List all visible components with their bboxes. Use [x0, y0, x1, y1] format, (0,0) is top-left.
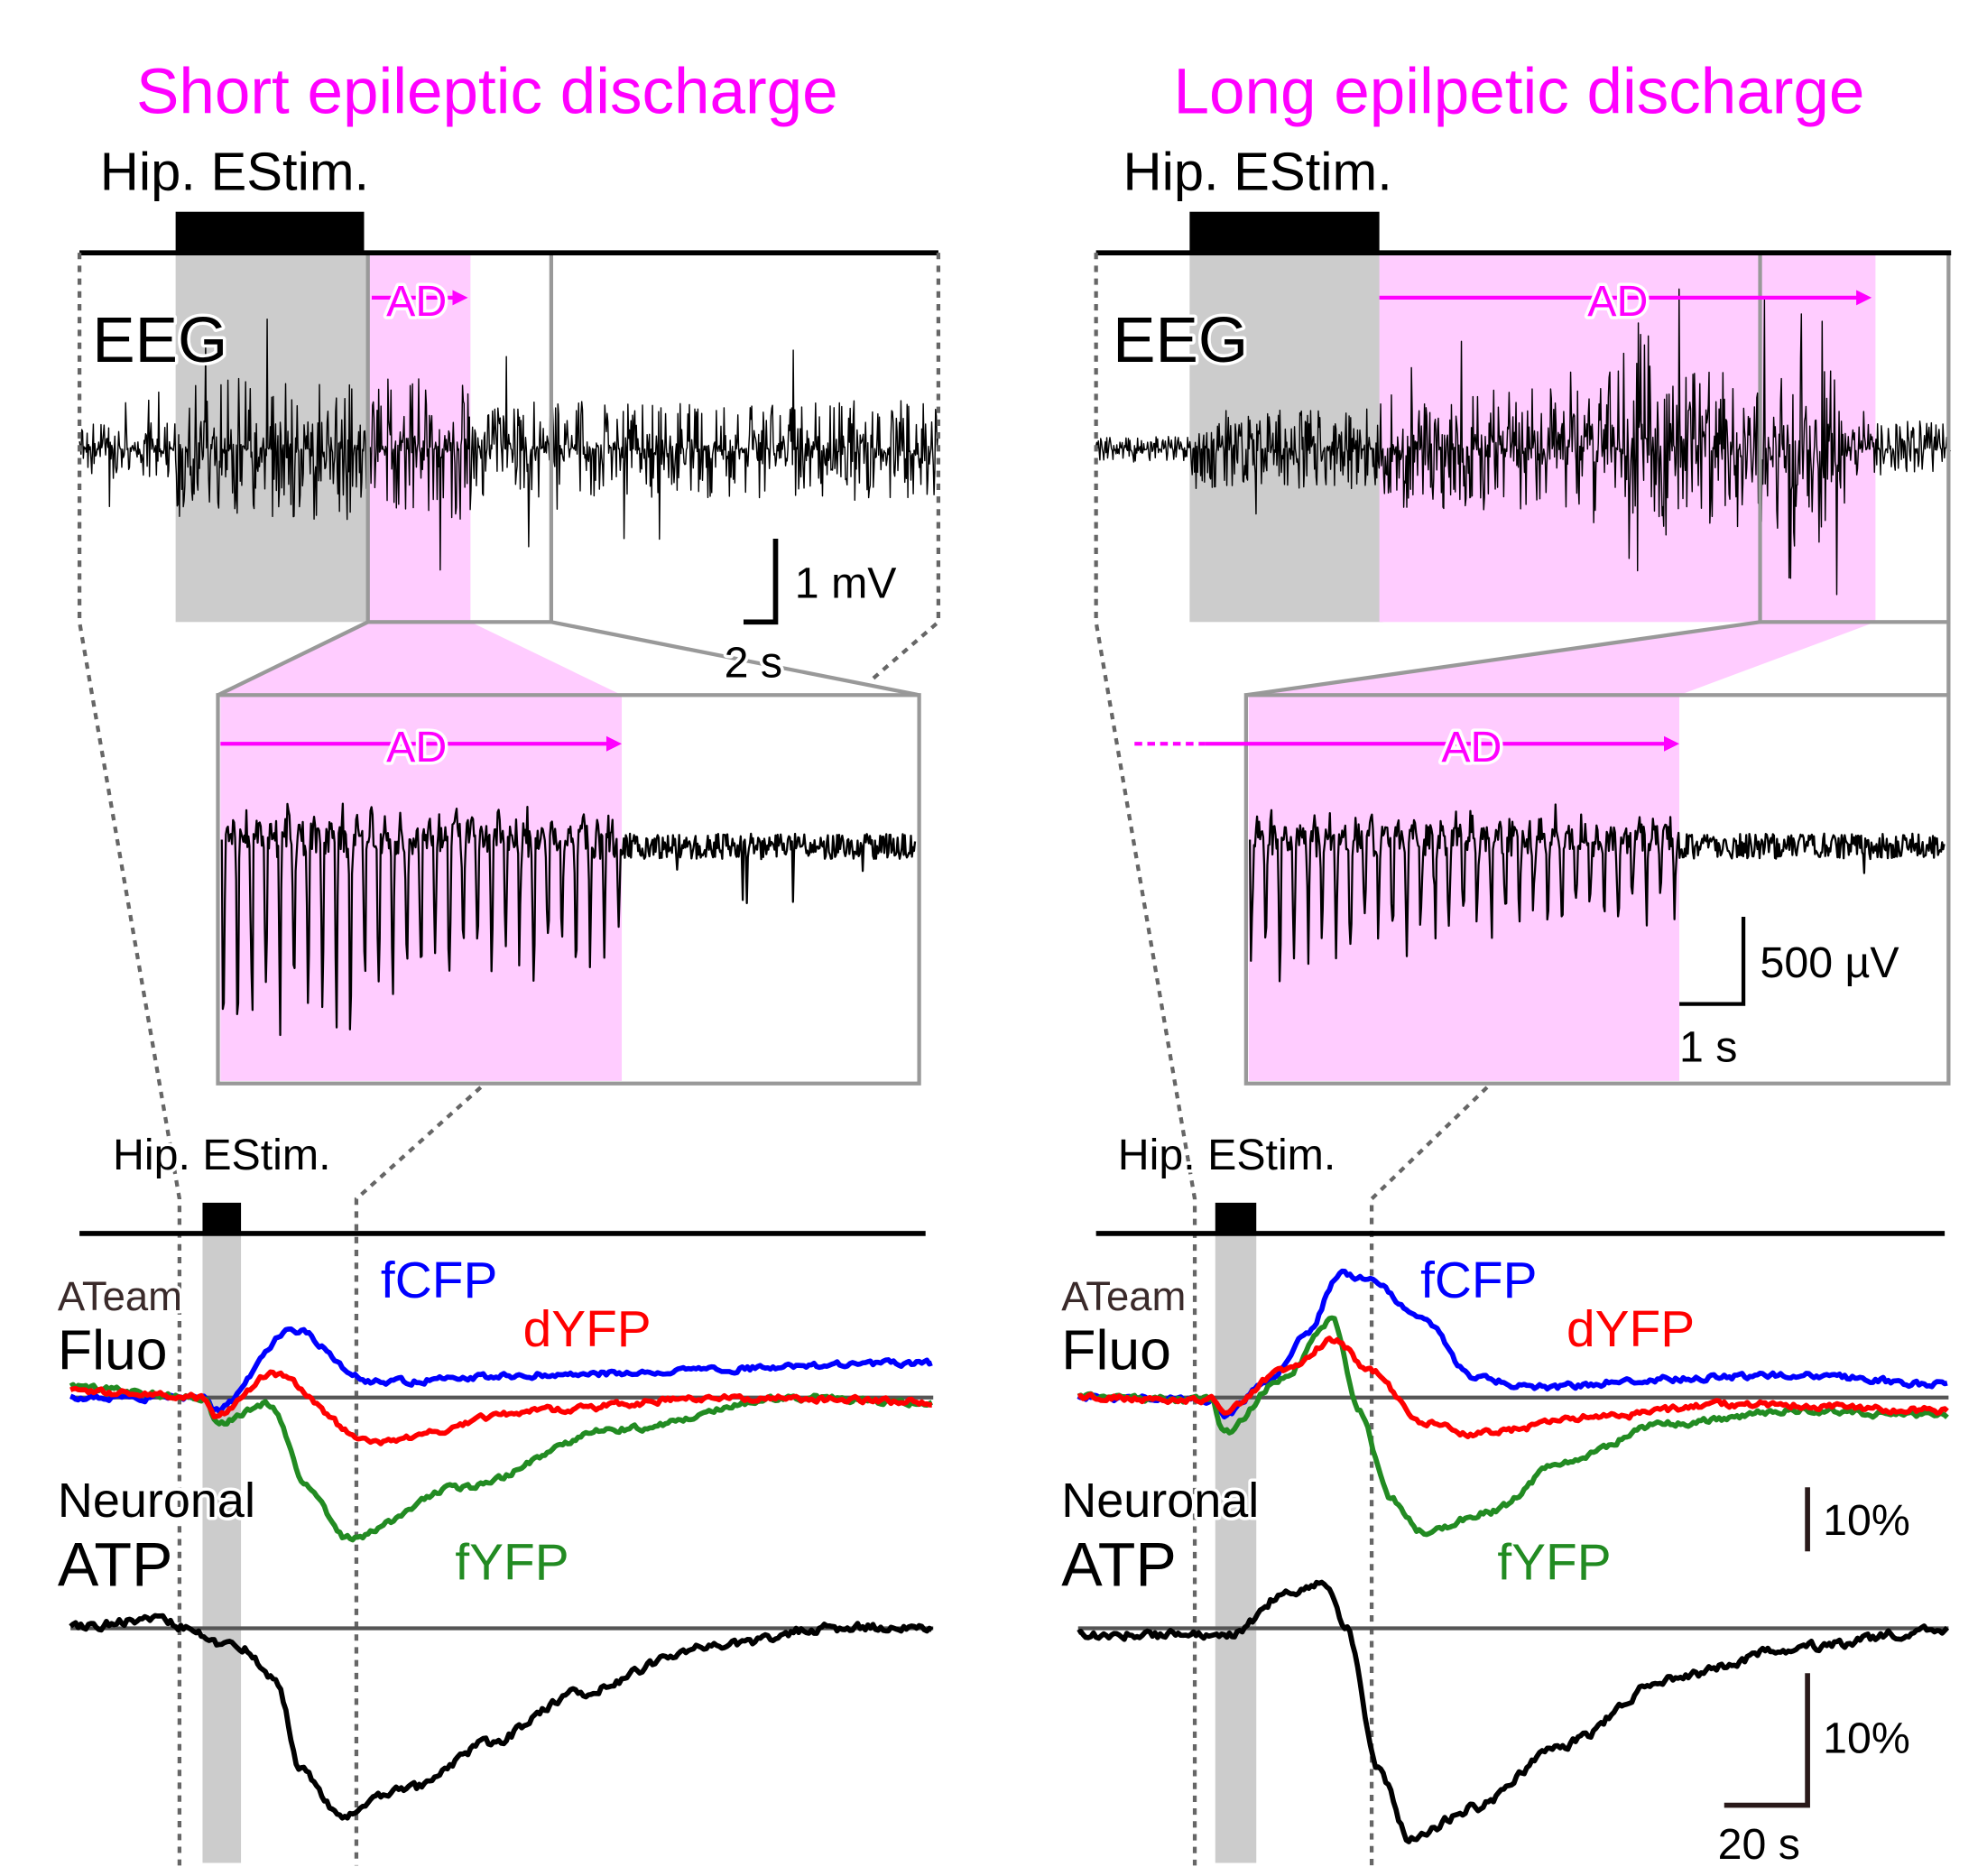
dyfp-label: dYFP	[523, 1301, 652, 1358]
ad-label: AD	[1587, 277, 1648, 326]
atp-trace	[69, 1613, 934, 1821]
scale-bar	[1724, 1673, 1810, 1808]
stim-label: Hip. EStim.	[113, 1131, 331, 1179]
panel-title: Short epileptic discharge	[136, 56, 838, 127]
inset-ad-arrowhead	[605, 735, 623, 752]
ateam-label: ATeam	[1061, 1273, 1186, 1319]
eeg-label: EEG	[1113, 305, 1248, 376]
stim-bar	[175, 211, 365, 254]
scale-label: 2 s	[725, 638, 782, 687]
stim-bar	[202, 1202, 242, 1234]
dotted-guide	[1369, 1086, 1489, 1866]
neuronal-label: Neuronal	[58, 1474, 255, 1528]
atp-label: ATP	[1061, 1531, 1177, 1600]
dotted-guide	[77, 253, 182, 1866]
ateam-label: ATeam	[58, 1273, 182, 1319]
dyfp-trace	[69, 1369, 932, 1446]
stim-label: Hip. EStim.	[1123, 142, 1391, 202]
dotted-guide	[354, 1086, 483, 1866]
ad-arrowhead	[1856, 290, 1872, 306]
stim-bar	[1189, 211, 1380, 254]
stim-label: Hip. EStim.	[1118, 1131, 1336, 1179]
scale-label: 500 µV	[1761, 938, 1899, 987]
zoom-line	[550, 620, 920, 698]
inset-ad-label: AD	[386, 723, 447, 772]
dotted-guide	[1094, 253, 1197, 1866]
neuronal-label: Neuronal	[1061, 1474, 1259, 1528]
inset-box	[1243, 693, 1951, 1086]
dyfp-trace	[1077, 1335, 1949, 1439]
inset-trace	[220, 802, 917, 1037]
zoom-line	[217, 620, 369, 698]
fcfp-label: fCFP	[381, 1252, 497, 1309]
fcfp-label: fCFP	[1420, 1252, 1537, 1309]
fluo-label: Fluo	[58, 1319, 168, 1382]
scale-label: 1 s	[1679, 1023, 1737, 1072]
eeg-trace	[79, 319, 939, 571]
inset-box	[216, 693, 921, 1086]
scale-bar	[1679, 917, 1746, 1006]
zoom-region	[217, 622, 623, 696]
fyfp-label: fYFP	[455, 1535, 568, 1592]
stim-bar	[1215, 1202, 1257, 1234]
panel-title: Long epilpetic discharge	[1174, 56, 1865, 127]
inset-ad-arrowhead	[1663, 735, 1680, 752]
atp-label: ATP	[58, 1531, 173, 1600]
eeg-trace	[1095, 288, 1952, 596]
scale-bar	[743, 538, 779, 625]
scale-label: 10%	[1823, 1714, 1910, 1762]
ad-arrowhead	[452, 290, 468, 306]
ad-label: AD	[386, 277, 447, 326]
stim-band	[1215, 1233, 1257, 1863]
scale-label: 1 mV	[795, 559, 897, 607]
zoom-line	[1245, 620, 1761, 698]
stim-label: Hip. EStim.	[100, 142, 369, 202]
dotted-guide	[870, 253, 941, 681]
scale-label: 10%	[1823, 1496, 1910, 1545]
eeg-label: EEG	[92, 305, 227, 376]
fluo-label: Fluo	[1061, 1319, 1171, 1382]
dyfp-label: dYFP	[1566, 1301, 1695, 1358]
inset-ad-region	[220, 695, 623, 1081]
stim-band	[202, 1233, 242, 1863]
fyfp-label: fYFP	[1497, 1535, 1611, 1592]
scale-label: 20 s	[1718, 1820, 1800, 1869]
inset-trace	[1248, 803, 1945, 983]
atp-trace	[1077, 1579, 1950, 1844]
fcfp-trace	[69, 1326, 933, 1414]
zoom-region	[1245, 622, 1876, 696]
inset-ad-label: AD	[1441, 723, 1502, 772]
